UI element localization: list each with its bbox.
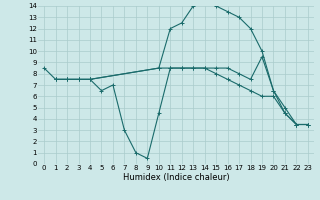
X-axis label: Humidex (Indice chaleur): Humidex (Indice chaleur) — [123, 173, 229, 182]
